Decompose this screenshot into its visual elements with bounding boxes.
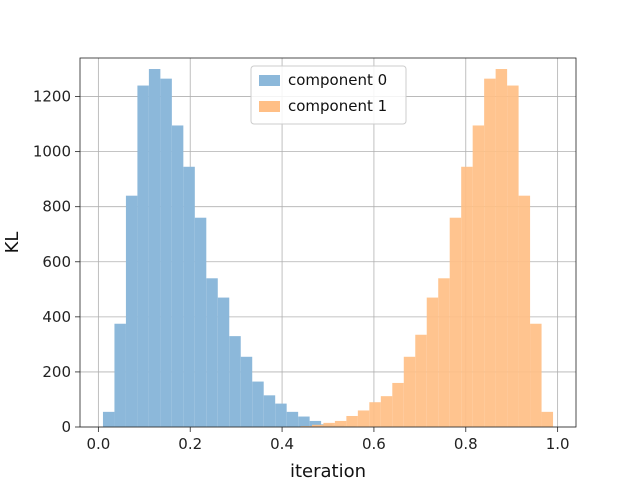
- histogram-bar-component-0: [183, 166, 195, 427]
- histogram-bar-component-0: [171, 125, 184, 427]
- x-tick-label: 0.0: [86, 435, 110, 453]
- x-axis-label: iteration: [290, 461, 366, 480]
- legend-box: [250, 65, 407, 125]
- histogram-bar-component-0: [206, 278, 218, 427]
- axis-ticks: 0.0 0.2 0.4 0.6 0.8 1.0 0 200 400 600 800 1000 1200: [33, 88, 570, 453]
- legend-swatch-component-1: [259, 101, 280, 112]
- histogram-bar-component-1: [311, 424, 324, 427]
- histogram-bar-component-1: [415, 334, 427, 427]
- histogram-bar-component-1: [484, 78, 496, 427]
- y-tick-label: 0: [61, 418, 71, 436]
- histogram-bar-component-1: [369, 402, 381, 427]
- histogram-bar-component-0: [286, 411, 299, 427]
- legend-swatch-component-0: [259, 75, 280, 86]
- histogram-bar-component-0: [137, 85, 149, 427]
- x-tick-label: 1.0: [546, 435, 570, 453]
- histogram-bar-component-1: [472, 125, 485, 427]
- histogram-bar-component-0: [275, 403, 287, 427]
- y-tick-label: 600: [42, 253, 71, 271]
- histogram-bar-component-0: [252, 381, 264, 427]
- histogram-bar-component-0: [114, 323, 126, 427]
- histogram-bar-component-1: [392, 382, 404, 427]
- histogram-bar-component-0: [160, 78, 172, 427]
- x-tick-label: 0.2: [178, 435, 202, 453]
- histogram-bar-component-1: [380, 396, 393, 427]
- histogram-bar-component-0: [217, 297, 230, 427]
- x-tick-label: 0.4: [270, 435, 294, 453]
- histogram-bar-component-1: [449, 217, 462, 427]
- x-tick-label: 0.8: [454, 435, 478, 453]
- histogram-bar-component-0: [309, 420, 322, 427]
- histogram-bar-component-0: [229, 336, 241, 427]
- histogram-bar-component-0: [298, 416, 310, 427]
- legend-label-component-0: component 0: [288, 71, 387, 89]
- y-axis-label: KL: [2, 232, 23, 254]
- histogram-bar-component-1: [438, 278, 450, 427]
- histogram-bar-component-0: [148, 69, 161, 427]
- histogram-bar-component-0: [194, 217, 207, 427]
- histogram-bar-component-1: [461, 166, 473, 427]
- histogram-bar-component-1: [357, 410, 370, 427]
- y-tick-label: 1200: [33, 88, 71, 106]
- y-tick-label: 200: [42, 363, 71, 381]
- histogram-bar-component-1: [334, 420, 347, 427]
- y-tick-label: 1000: [33, 143, 71, 161]
- histogram-bar-component-0: [125, 195, 138, 427]
- histogram-bar-component-1: [541, 411, 554, 427]
- histogram-bar-component-1: [323, 422, 335, 427]
- y-tick-label: 400: [42, 308, 71, 326]
- x-tick-label: 0.6: [362, 435, 386, 453]
- histogram-bar-component-1: [426, 297, 439, 427]
- y-tick-label: 800: [42, 198, 71, 216]
- histogram-bar-component-0: [240, 356, 253, 427]
- legend-label-component-1: component 1: [288, 97, 387, 115]
- histogram-bar-component-1: [403, 356, 416, 427]
- histogram-bar-component-1: [495, 69, 508, 427]
- histogram-bar-component-1: [507, 85, 519, 427]
- histogram-bar-component-1: [530, 323, 542, 427]
- histogram-bar-component-1: [346, 415, 358, 427]
- histogram-bar-component-1: [300, 426, 312, 427]
- legend: component 0 component 1: [250, 65, 407, 125]
- histogram-bar-component-0: [102, 411, 115, 427]
- plot-area-frame: [79, 57, 577, 428]
- bars: [102, 69, 554, 427]
- histogram-bar-component-1: [518, 195, 531, 427]
- histogram-bar-component-0: [263, 395, 276, 427]
